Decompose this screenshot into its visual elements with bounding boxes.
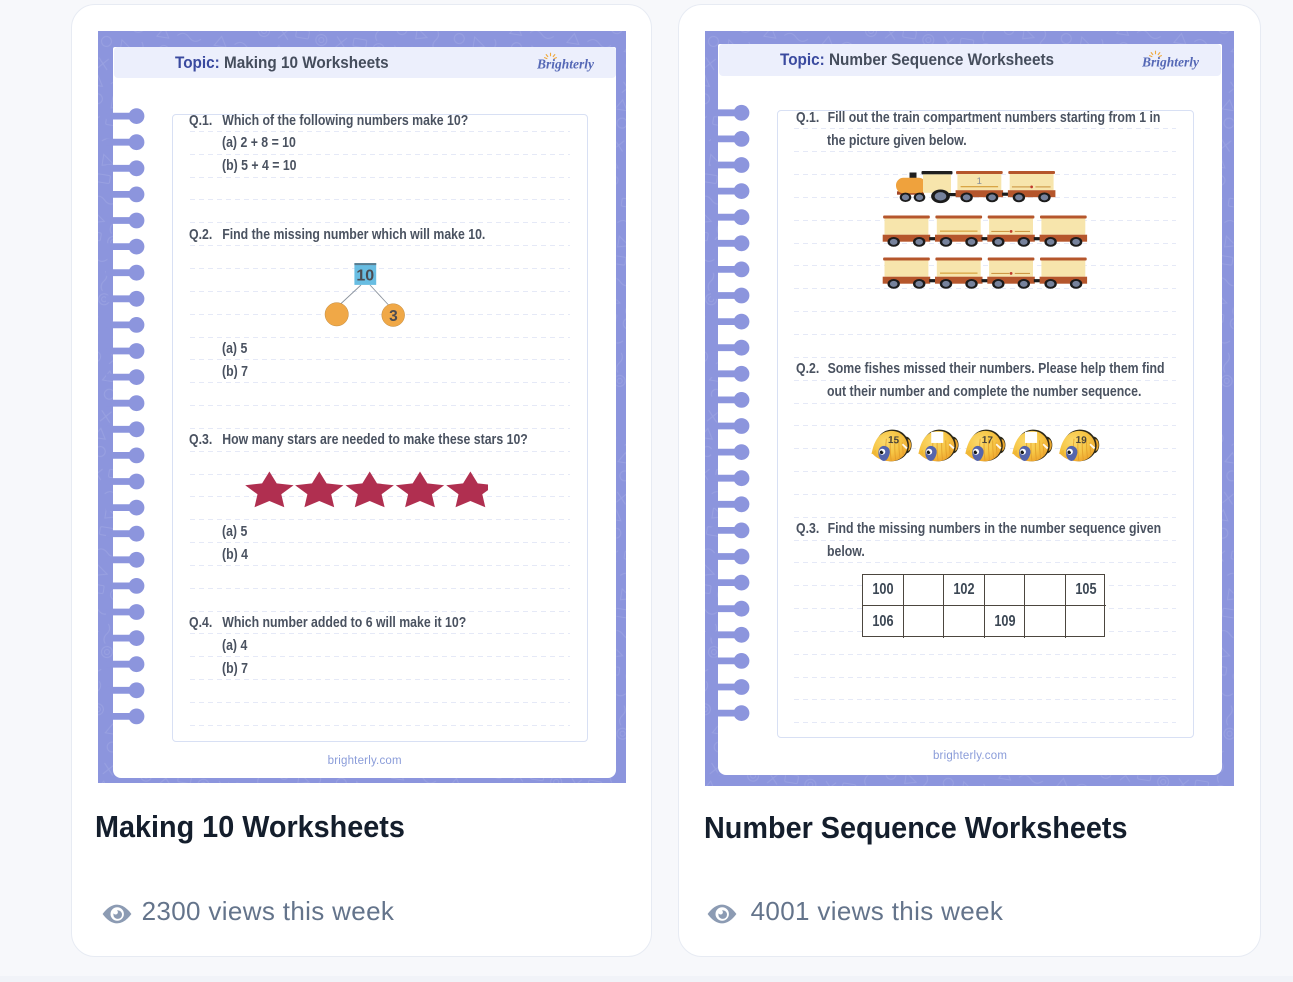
svg-text:15: 15 [888, 435, 900, 447]
svg-text:Brighterly: Brighterly [537, 57, 595, 72]
svg-text:19: 19 [1075, 435, 1087, 447]
svg-text:1: 1 [977, 176, 982, 187]
svg-text:Brighterly: Brighterly [1142, 55, 1200, 70]
svg-text:17: 17 [981, 435, 993, 447]
svg-text:10: 10 [356, 267, 374, 284]
svg-text:3: 3 [389, 308, 398, 325]
